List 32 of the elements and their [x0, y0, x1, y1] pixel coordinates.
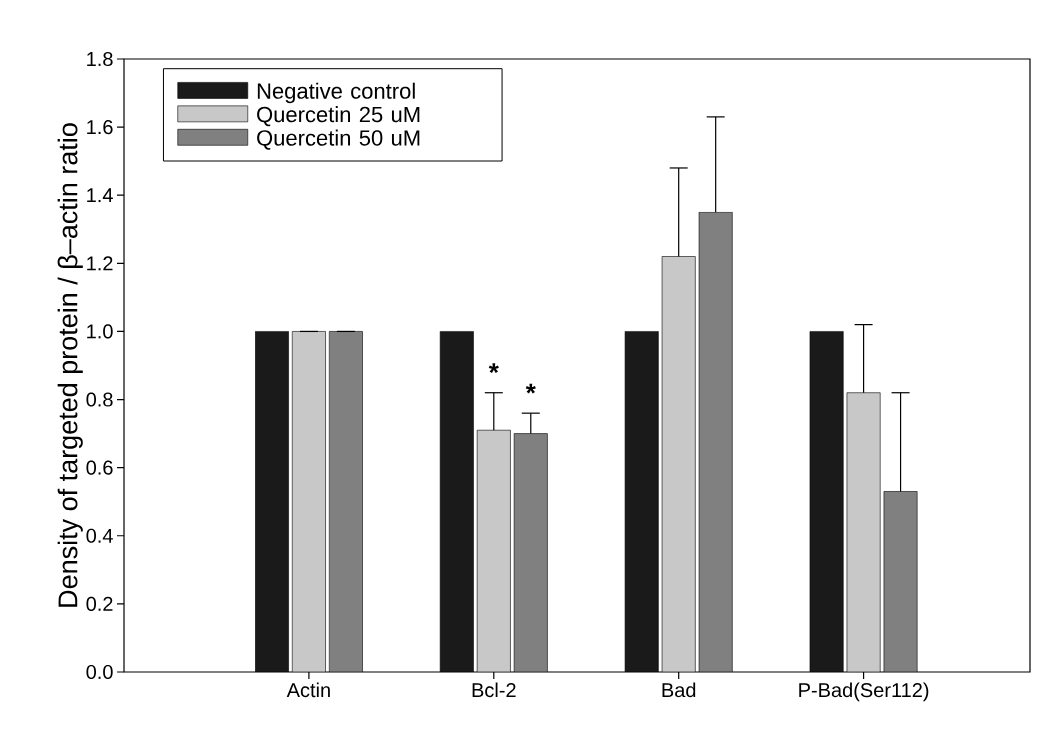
y-tick-label: 0.8 — [86, 392, 113, 407]
bar — [809, 331, 844, 672]
bar — [513, 433, 548, 672]
annotation: * — [488, 363, 499, 373]
bar — [291, 331, 326, 672]
y-axis-title: Density of targeted protein / β–actin ratio — [57, 123, 83, 607]
bar — [328, 331, 363, 672]
bar — [846, 392, 881, 672]
y-tick-label: 0.2 — [86, 596, 113, 611]
y-tick-label: 0.0 — [86, 664, 113, 680]
bar — [624, 331, 659, 672]
y-tick-label: 0.6 — [86, 460, 113, 475]
x-tick-label: P-Bad(Ser112) — [799, 682, 929, 702]
y-tick-label: 1.6 — [87, 120, 113, 135]
bar — [661, 256, 696, 672]
annotation: * — [525, 383, 536, 394]
legend-label: Quercetin 50 uM — [257, 129, 420, 150]
x-tick-label: Bcl-2 — [472, 682, 516, 698]
x-tick-label: Bad — [662, 682, 696, 698]
y-tick-label: 1.0 — [87, 324, 113, 339]
y-tick-label: 0.4 — [86, 528, 113, 543]
y-tick-label: 1.2 — [87, 256, 113, 271]
bar — [254, 331, 289, 672]
bar — [439, 331, 474, 672]
y-tick-label: 1.8 — [87, 51, 113, 67]
bar — [698, 211, 733, 672]
y-tick-label: 1.4 — [87, 188, 113, 203]
legend-label: Negative control — [257, 82, 415, 104]
bar — [476, 429, 511, 672]
x-tick-label: Actin — [286, 682, 330, 698]
bar — [883, 491, 918, 672]
legend-label: Quercetin 25 uM — [257, 106, 420, 127]
